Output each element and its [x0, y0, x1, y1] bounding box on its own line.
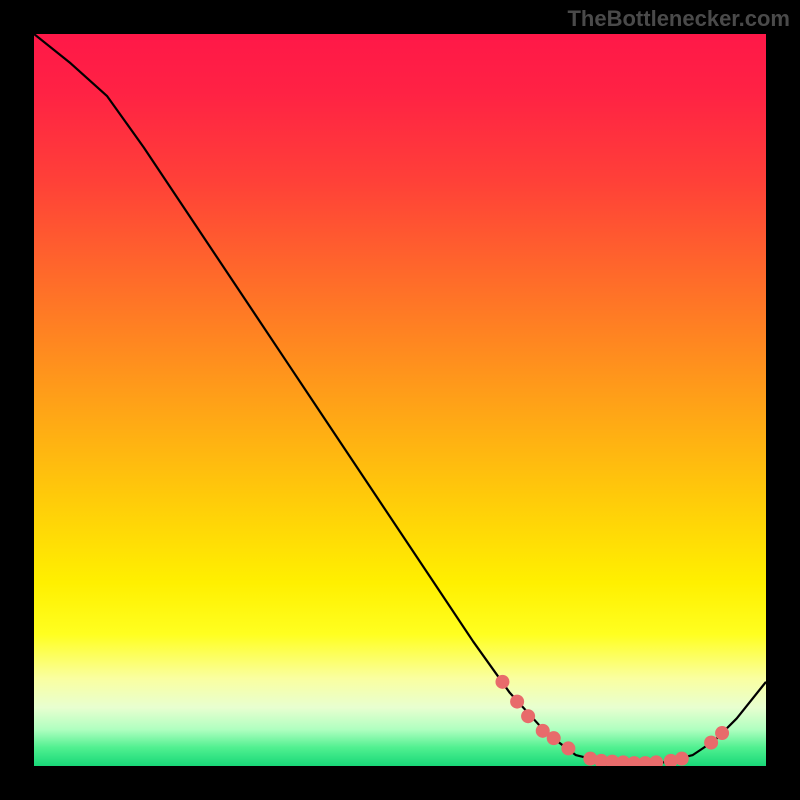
- scatter-point: [675, 752, 689, 766]
- bottleneck-chart: [34, 34, 766, 766]
- watermark-label: TheBottlenecker.com: [567, 6, 790, 32]
- scatter-point: [510, 695, 524, 709]
- scatter-point: [715, 726, 729, 740]
- gradient-background: [34, 34, 766, 766]
- scatter-point: [561, 741, 575, 755]
- plot-area: [34, 34, 766, 766]
- chart-container: TheBottlenecker.com: [0, 0, 800, 800]
- scatter-point: [521, 709, 535, 723]
- scatter-point: [704, 736, 718, 750]
- scatter-point: [547, 731, 561, 745]
- scatter-point: [495, 675, 509, 689]
